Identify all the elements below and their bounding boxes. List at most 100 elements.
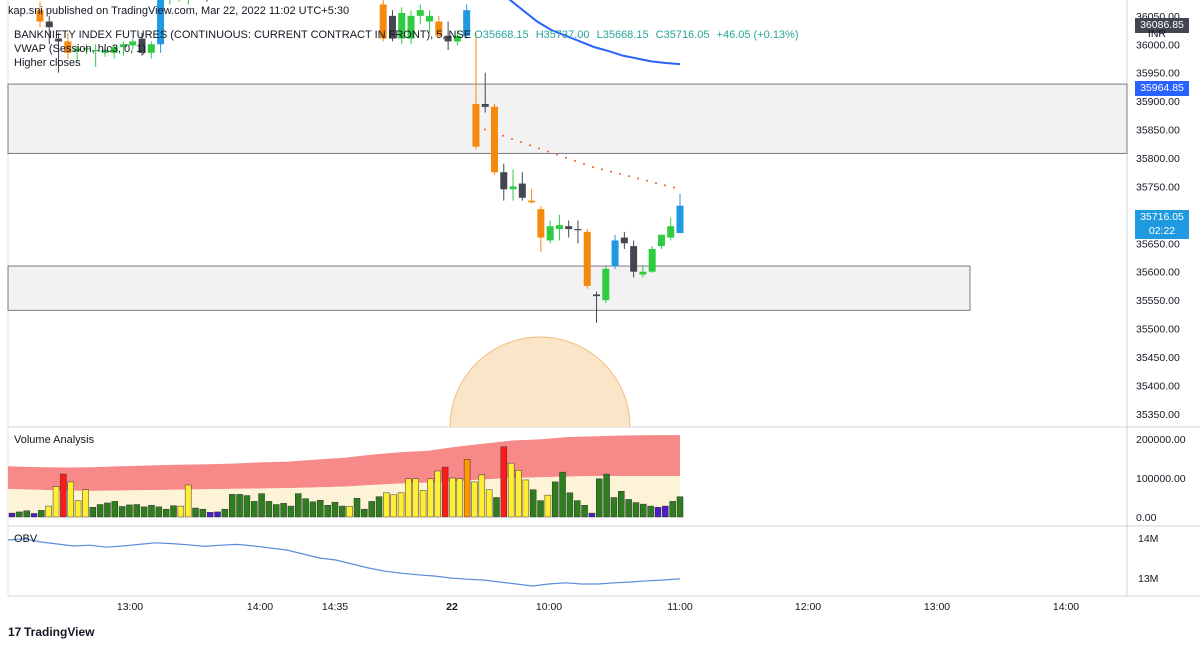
volume-bar <box>456 478 464 518</box>
price-tick-label: 35750.00 <box>1136 181 1180 193</box>
time-tick-label: 13:00 <box>117 601 143 613</box>
candle-body <box>444 35 452 42</box>
time-tick-label: 13:00 <box>924 601 950 613</box>
candle <box>639 266 647 278</box>
candle <box>45 15 53 45</box>
hc-dot <box>655 182 657 185</box>
candle <box>630 240 638 278</box>
candle-body <box>537 209 545 238</box>
candle <box>92 44 100 68</box>
candle <box>110 45 118 59</box>
volume-pane-title[interactable]: Volume Analysis <box>14 434 95 446</box>
candle <box>648 246 656 273</box>
ohlc-change: +46.05 (+0.13%) <box>716 29 799 41</box>
volume-bar <box>449 477 456 518</box>
volume-bar <box>228 494 236 518</box>
volume-bar <box>544 494 552 518</box>
volume-bar <box>16 511 23 518</box>
volume-bar <box>596 478 603 518</box>
candle-body <box>416 10 424 16</box>
vwap-polyline <box>508 0 681 66</box>
volume-bar <box>412 478 419 518</box>
candle <box>518 172 526 201</box>
candle <box>620 231 628 249</box>
candle-body <box>648 248 656 272</box>
candle-body <box>518 183 526 198</box>
volume-bar <box>280 503 287 518</box>
tradingview-logo[interactable]: 17 TradingView <box>8 625 94 639</box>
volume-bar <box>618 491 625 518</box>
candle <box>611 234 619 269</box>
candle-body <box>138 38 146 53</box>
volume-bar <box>258 493 265 518</box>
candle <box>129 38 137 50</box>
candle <box>398 7 406 45</box>
hc-dot <box>610 170 612 173</box>
candle-body <box>565 226 573 230</box>
volume-bar <box>632 502 640 518</box>
volume-bar <box>214 511 221 518</box>
volume-bar <box>522 479 530 518</box>
volume-bar <box>273 504 280 518</box>
candle-body <box>546 226 554 241</box>
hc-dot <box>637 177 639 180</box>
volume-bar <box>537 500 544 518</box>
volume-bar <box>67 481 74 518</box>
hc-dot <box>502 134 504 137</box>
vwap-legend[interactable]: VWAP (Session, hlc3, 0, 1) <box>14 43 147 55</box>
candle-body <box>657 234 665 247</box>
volume-bar <box>500 446 508 518</box>
volume-bar <box>515 469 522 518</box>
price-tick-label: 35900.00 <box>1136 96 1180 108</box>
obv-pane-title[interactable]: OBV <box>14 533 38 545</box>
candle <box>490 103 498 176</box>
candle <box>426 10 434 33</box>
candle <box>657 234 665 249</box>
price-tick-label: 35600.00 <box>1136 267 1180 279</box>
volume-tick-label: 100000.00 <box>1136 473 1186 485</box>
candle-body <box>509 186 517 190</box>
ohlc-open: O35668.15 <box>474 29 529 41</box>
volume-bar <box>390 494 397 518</box>
hc-dot <box>529 144 531 147</box>
obv-tick-label: 14M <box>1138 533 1158 545</box>
volume-bar <box>324 505 331 518</box>
volume-bar <box>529 489 537 518</box>
hc-dot <box>574 159 576 162</box>
price-tick-label: 35350.00 <box>1136 409 1180 421</box>
bar-countdown: 02:22 <box>1135 224 1189 239</box>
time-tick-label: 11:00 <box>667 601 693 613</box>
volume-bar <box>96 504 104 518</box>
volume-bar <box>60 473 67 518</box>
candle-body <box>593 294 601 297</box>
volume-bar <box>265 501 273 518</box>
volume-bar <box>206 512 214 518</box>
volume-bar <box>74 500 82 518</box>
candle-body <box>398 13 406 39</box>
volume-bar <box>111 501 119 518</box>
candle <box>435 15 443 39</box>
candle-body <box>379 4 387 39</box>
time-tick-label: 14:00 <box>1053 601 1079 613</box>
price-tick-label: 36000.00 <box>1136 39 1180 51</box>
hc-dot <box>619 172 621 175</box>
hc-dot <box>583 162 585 165</box>
time-tick-label: 10:00 <box>536 601 562 613</box>
hc-dot <box>628 175 630 178</box>
volume-bar <box>647 505 654 518</box>
price-tick-label: 35400.00 <box>1136 380 1180 392</box>
candle-body <box>157 0 165 45</box>
candle <box>388 10 396 42</box>
symbol-title[interactable]: BANKNIFTY INDEX FUTURES (CONTINUOUS: CUR… <box>14 29 472 41</box>
volume-bar <box>405 478 412 518</box>
candle-body <box>639 271 647 275</box>
candle-body <box>630 246 638 272</box>
higher-closes-legend[interactable]: Higher closes <box>14 57 81 69</box>
candle <box>147 41 155 59</box>
candle-body <box>147 44 155 53</box>
candle <box>481 72 489 113</box>
volume-bar <box>669 501 676 518</box>
volume-bar <box>38 510 45 518</box>
candle <box>206 0 208 2</box>
